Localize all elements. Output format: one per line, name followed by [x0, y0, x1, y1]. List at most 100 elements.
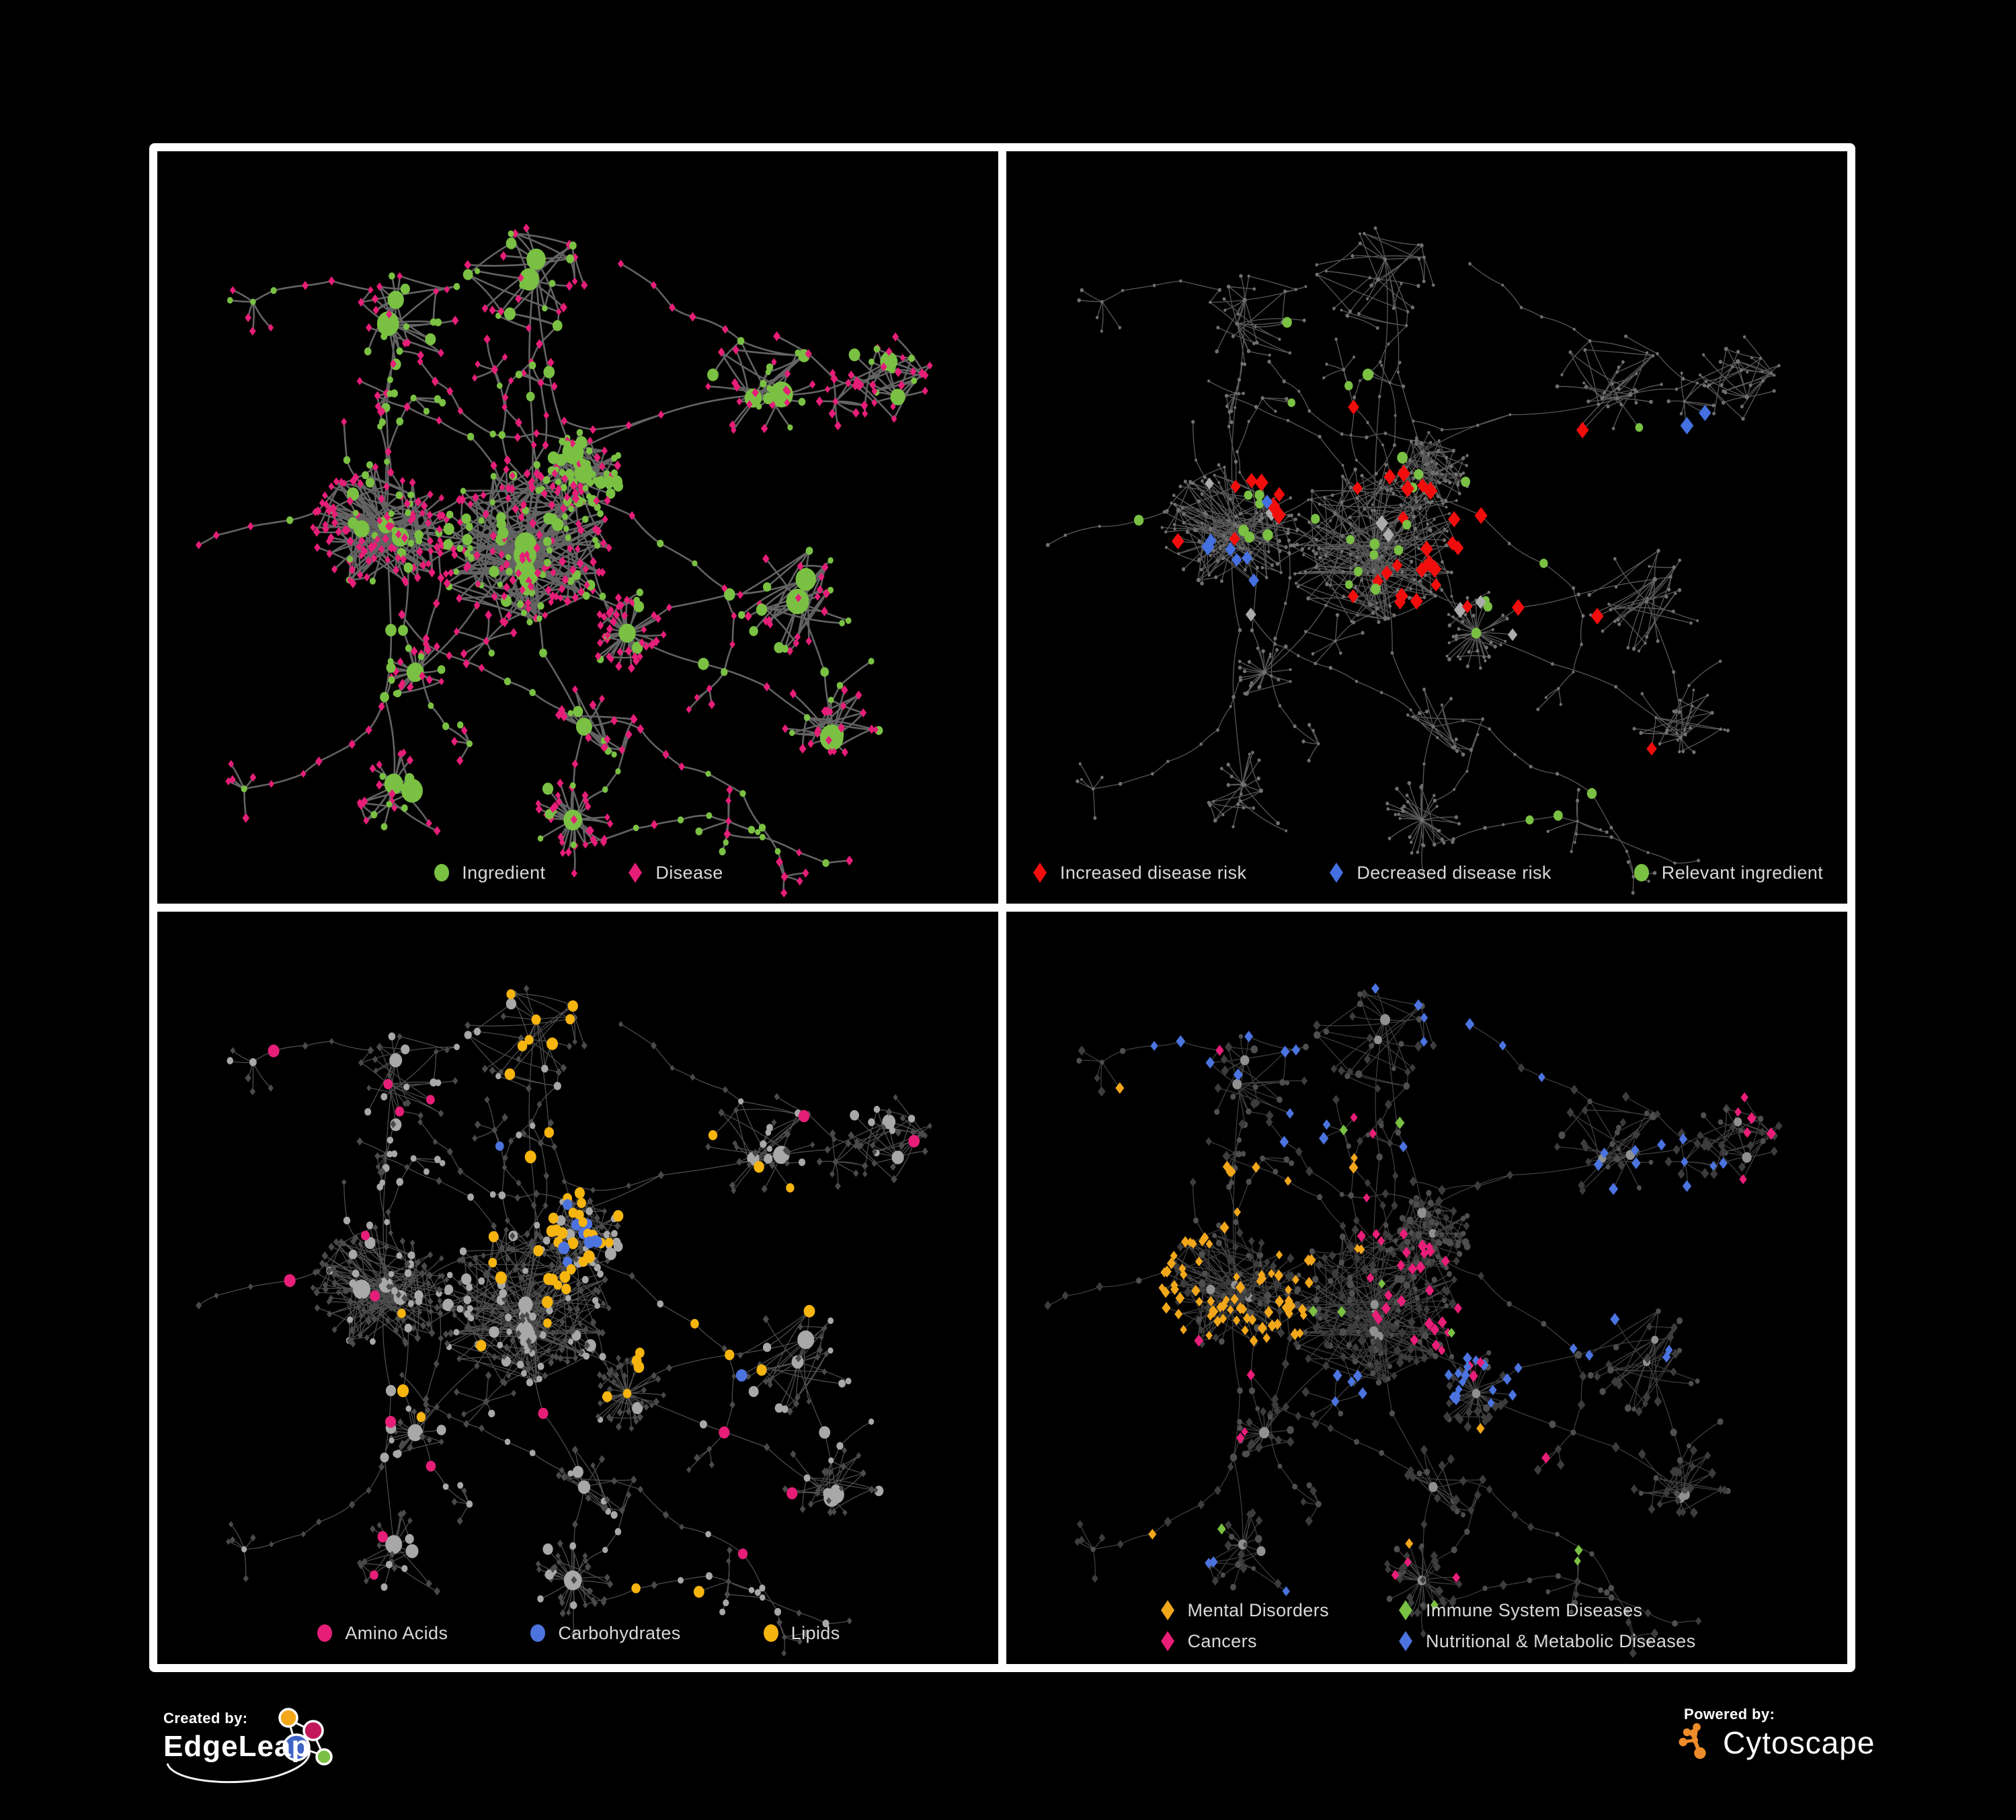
network-node [1251, 750, 1254, 754]
highlighted-network-node [517, 1040, 528, 1052]
network-node [310, 1284, 316, 1292]
network-node [1757, 1115, 1764, 1122]
network-node [598, 1382, 604, 1390]
network-node [1360, 474, 1363, 477]
network-node [1420, 1602, 1425, 1608]
network-node [349, 1279, 357, 1288]
network-node [1409, 587, 1412, 591]
network-node [848, 348, 860, 362]
network-node [352, 1279, 370, 1300]
network-node [568, 1338, 574, 1345]
network-node [1340, 309, 1343, 312]
network-node [387, 1136, 394, 1144]
network-node [450, 1306, 456, 1314]
network-node [1077, 298, 1081, 303]
network-node [1413, 1357, 1420, 1366]
network-node [552, 320, 563, 331]
network-node [840, 1462, 847, 1470]
network-node [1617, 1160, 1625, 1171]
network-node [1644, 1608, 1652, 1618]
network-node [379, 1179, 385, 1186]
network-node [828, 1347, 834, 1354]
highlighted-network-node [1233, 1272, 1240, 1281]
network-node [1289, 680, 1292, 683]
network-node [1200, 492, 1204, 496]
network-node [331, 565, 338, 574]
network-node [1314, 662, 1318, 666]
network-node [599, 592, 606, 600]
network-node [343, 1216, 351, 1224]
network-node [425, 518, 432, 528]
network-node [1613, 557, 1617, 561]
highlighted-network-node [426, 1460, 436, 1472]
network-node [444, 1276, 450, 1283]
network-node [1479, 666, 1482, 670]
network-node [1392, 1171, 1399, 1181]
network-node [752, 387, 759, 398]
network-node [1302, 553, 1305, 557]
network-node [1307, 498, 1310, 502]
network-node [1233, 522, 1238, 527]
network-node [1717, 1418, 1724, 1425]
network-node [707, 368, 719, 381]
network-node [574, 1305, 581, 1314]
network-node [922, 387, 928, 395]
network-node [1191, 420, 1195, 424]
network-node [385, 1560, 393, 1569]
network-node [399, 1439, 405, 1448]
network-node [1417, 547, 1420, 551]
network-node [1574, 832, 1578, 836]
network-node [1246, 1108, 1252, 1115]
network-node [437, 549, 444, 557]
network-node [380, 1583, 388, 1591]
network-node [827, 748, 834, 756]
network-node [446, 1271, 453, 1279]
network-node [1433, 798, 1437, 803]
network-node [328, 1242, 335, 1251]
highlighted-network-node [538, 1407, 549, 1419]
network-node [434, 1587, 440, 1595]
network-node [1295, 543, 1299, 547]
network-node [604, 1573, 610, 1582]
network-node [1208, 526, 1213, 532]
network-node [1277, 678, 1281, 682]
network-node [655, 1375, 661, 1383]
network-node [762, 1343, 772, 1352]
network-node [1199, 568, 1203, 571]
network-node [1378, 481, 1381, 485]
network-node [538, 1233, 544, 1241]
network-node [569, 241, 577, 250]
network-node [1533, 1464, 1542, 1475]
highlighted-network-node [1241, 1325, 1249, 1336]
network-node [600, 539, 607, 548]
network-node [774, 642, 784, 654]
network-node [456, 1517, 463, 1526]
network-node [1118, 325, 1121, 329]
network-node [374, 1152, 380, 1160]
network-node [510, 1337, 516, 1345]
network-node [364, 1108, 372, 1116]
network-node [1570, 850, 1573, 853]
highlighted-network-node [1452, 1572, 1461, 1583]
network-node [457, 1482, 464, 1489]
network-node [1267, 359, 1271, 364]
network-node [319, 1259, 326, 1268]
network-node [927, 1122, 932, 1130]
network-node [1244, 1290, 1251, 1299]
network-node [649, 1402, 655, 1409]
network-node [784, 387, 791, 396]
network-node [1237, 377, 1241, 382]
network-node [225, 777, 232, 786]
network-node [1183, 479, 1187, 483]
network-node [401, 804, 408, 812]
network-node [1481, 717, 1484, 721]
network-node [1457, 655, 1459, 658]
network-node [1491, 628, 1494, 631]
network-node [241, 1546, 247, 1552]
network-node [467, 1261, 473, 1269]
network-node [1667, 588, 1671, 592]
network-node [1350, 253, 1355, 258]
network-node [1340, 1352, 1347, 1362]
network-node [1304, 629, 1307, 633]
network-node [723, 839, 729, 846]
